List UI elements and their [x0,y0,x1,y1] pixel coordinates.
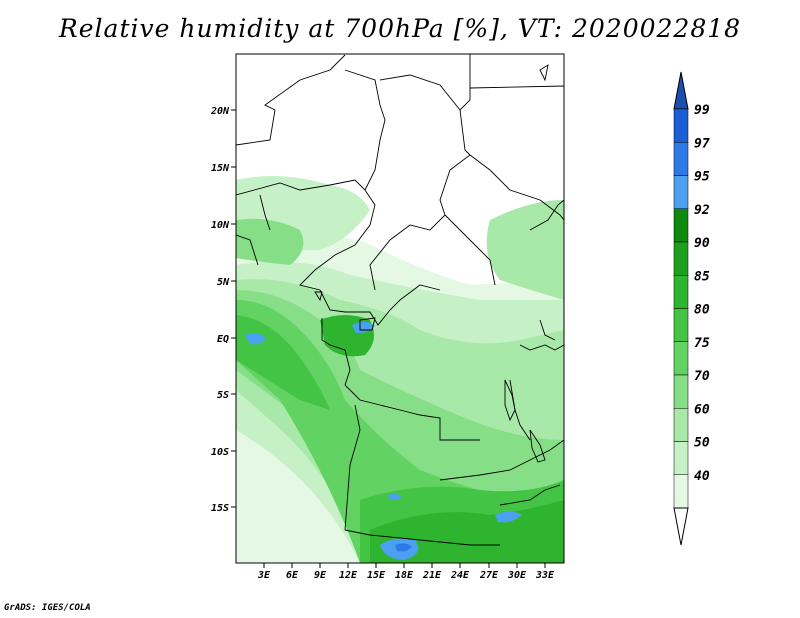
humidity-region-east [486,200,564,300]
lon-axis: 3E 6E 9E 12E 15E 18E 21E 24E 27E 30E 33E [257,563,555,581]
colorbar-label: 85 [694,269,710,284]
lon-tick-label: 24E [450,570,470,581]
lon-tick-label: 9E [314,570,327,581]
border-line [236,234,259,266]
border-line [499,484,561,506]
grads-credit: GrADS: IGES/COLA [4,603,91,613]
colorbar-segment [673,308,689,342]
colorbar-label: 60 [694,402,710,417]
colorbar-segment [673,408,689,442]
lat-axis: 20N 15N 10N 5N EQ 5S 10S 15S [210,106,236,514]
colorbar-segment [673,341,689,376]
colorbar-segment [673,208,689,243]
colorbar-segment [673,441,689,475]
lon-tick-label: 6E [286,570,299,581]
colorbar-label: 50 [694,436,710,451]
border-line [319,284,441,326]
lat-tick-label: 5S [217,390,229,401]
lon-tick-label: 3E [257,570,271,581]
lat-tick-label: 10S [211,447,229,458]
border-line [444,214,496,286]
lat-tick-label: 15N [211,163,230,174]
border-line [344,69,386,191]
colorbar-arrow-bottom [673,507,689,546]
colorbar: 99 97 95 92 90 85 80 75 70 60 50 40 [673,71,710,546]
colorbar-segment [673,474,689,509]
colorbar-segment [673,108,689,143]
border-line [236,54,346,146]
lon-tick-label: 21E [422,570,442,581]
border-line [259,194,271,231]
border-line [379,54,471,111]
border-line [509,379,531,441]
colorbar-label: 75 [694,336,710,351]
colorbar-segment [673,275,689,309]
border-line [469,154,564,221]
colorbar-segment [673,374,689,409]
colorbar-arrow-top [673,71,689,110]
colorbar-label: 90 [694,236,710,251]
colorbar-segment [673,175,689,209]
border-line [321,318,351,386]
humidity-region-blue5 [495,511,522,523]
humidity-region-blue4 [395,543,412,552]
lon-tick-label: 30E [507,570,527,581]
colorbar-segment [673,142,689,176]
humidity-region-north2 [236,218,304,265]
border-line [469,85,564,89]
colorbar-label: 40 [694,469,710,484]
lake-outline [359,317,376,331]
border-line [439,439,564,481]
lon-tick-label: 18E [395,570,414,581]
colorbar-label: 70 [694,369,710,384]
lake-outline [314,291,323,302]
lat-tick-label: 20N [210,106,230,117]
lake-outline [504,379,516,422]
colorbar-segment [673,241,689,276]
lake-outline [529,429,546,463]
lon-tick-label: 15E [367,570,386,581]
lake-outline [539,64,549,82]
country-borders [236,54,564,546]
border-line [344,529,500,546]
humidity-region-blue6 [388,493,402,501]
border-line [519,344,564,351]
colorbar-label: 97 [694,136,710,151]
humidity-field [236,176,564,563]
border-line [236,179,376,291]
border-line [529,199,564,231]
colorbar-label: 95 [694,170,710,185]
lat-tick-label: 15S [211,503,229,514]
lat-tick-label: 5N [217,277,230,288]
lon-tick-label: 12E [339,570,358,581]
border-line [344,404,361,531]
border-line [344,384,480,441]
lat-tick-label: EQ [217,334,229,345]
humidity-region-blue1 [245,333,266,345]
colorbar-label: 99 [694,103,710,118]
map-frame [235,53,565,564]
colorbar-label: 80 [694,303,710,318]
lon-tick-label: 33E [535,570,555,581]
border-line [539,319,556,341]
lat-tick-label: 10N [211,220,230,231]
colorbar-label: 92 [694,203,710,218]
map-title: Relative humidity at 700hPa [%], VT: 202… [58,14,742,43]
lon-tick-label: 27E [479,570,499,581]
